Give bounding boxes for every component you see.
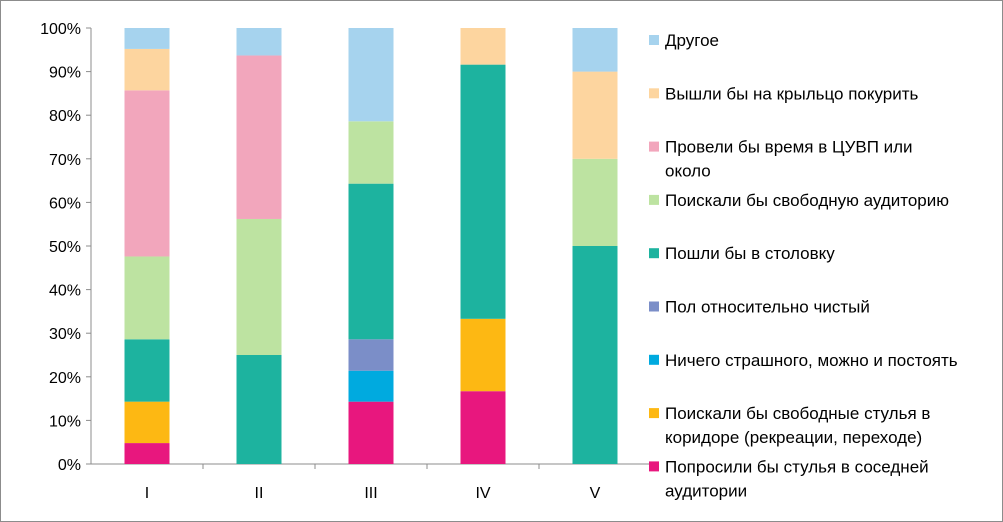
bar-segment	[460, 318, 506, 392]
bar-segment	[236, 355, 282, 464]
x-tick-label: I	[145, 485, 149, 502]
bar-segment	[124, 443, 170, 464]
bar-segment	[572, 246, 618, 464]
legend-label: Пошли бы в столовку	[665, 244, 835, 263]
bar-segment	[236, 55, 282, 219]
x-tick-label: II	[255, 485, 264, 502]
y-tick-label: 80%	[49, 108, 81, 125]
bar-segment	[460, 64, 506, 319]
legend-label: Поискали бы свободные стулья в коридоре (…	[665, 404, 930, 447]
x-tick-label: III	[364, 485, 377, 502]
legend-swatch	[649, 88, 659, 99]
bar-segment	[124, 401, 170, 444]
legend-label: Попросили бы стулья в соседней аудитории	[665, 457, 929, 500]
legend-swatch	[649, 354, 659, 365]
legend-swatch	[649, 194, 659, 205]
legend-label: Ничего страшного, можно и постоять	[665, 351, 958, 370]
y-tick-label: 90%	[49, 65, 81, 82]
legend-swatch	[649, 141, 659, 152]
legend-swatch	[649, 408, 659, 419]
y-tick-label: 50%	[49, 239, 81, 256]
y-tick-label: 100%	[40, 21, 81, 38]
y-tick-label: 30%	[49, 326, 81, 343]
bar-segment	[348, 28, 394, 122]
legend-label: Пол относительно чистый	[665, 298, 870, 317]
y-tick-label: 20%	[49, 370, 81, 387]
y-tick-label: 0%	[58, 457, 81, 474]
bar-segment	[348, 339, 394, 371]
legend-swatch	[649, 248, 659, 259]
legend-label: Поискали бы свободную аудиторию	[665, 191, 949, 210]
bar-segment	[124, 90, 170, 257]
legend-swatch	[649, 35, 659, 45]
bar-segment	[124, 28, 170, 49]
legend-swatch	[649, 461, 659, 472]
legend: Другое Вышли бы на крыльцо покурить Провел…	[649, 31, 958, 500]
bar-segment	[236, 28, 282, 56]
x-tick-label: IV	[475, 485, 490, 502]
x-tick-label: V	[590, 485, 601, 502]
bar-segment	[236, 218, 282, 355]
legend-label: Вышли бы на крыльцо покурить	[665, 84, 919, 103]
axis-layer: 0%10%20%30%40%50%60%70%80%90%100%I II III I…	[40, 21, 652, 502]
legend-swatch	[649, 301, 659, 312]
bar-segment	[124, 48, 170, 91]
bar-segment	[124, 256, 170, 340]
bar-layer	[124, 28, 618, 464]
bar-segment	[348, 401, 394, 464]
bar-segment	[572, 158, 618, 246]
legend-label: Провели бы время в ЦУВП или около	[665, 138, 913, 181]
bar-segment	[124, 339, 170, 402]
bar-segment	[460, 391, 506, 464]
bar-segment	[572, 71, 618, 159]
bar-segment	[460, 28, 506, 65]
bar-segment	[348, 121, 394, 184]
y-tick-label: 40%	[49, 283, 81, 300]
y-tick-label: 10%	[49, 413, 81, 430]
legend-label: Другое	[665, 31, 719, 50]
bar-segment	[348, 183, 394, 340]
bar-segment	[348, 370, 394, 402]
y-tick-label: 70%	[49, 152, 81, 169]
bar-segment	[572, 28, 618, 72]
y-tick-label: 60%	[49, 195, 81, 212]
